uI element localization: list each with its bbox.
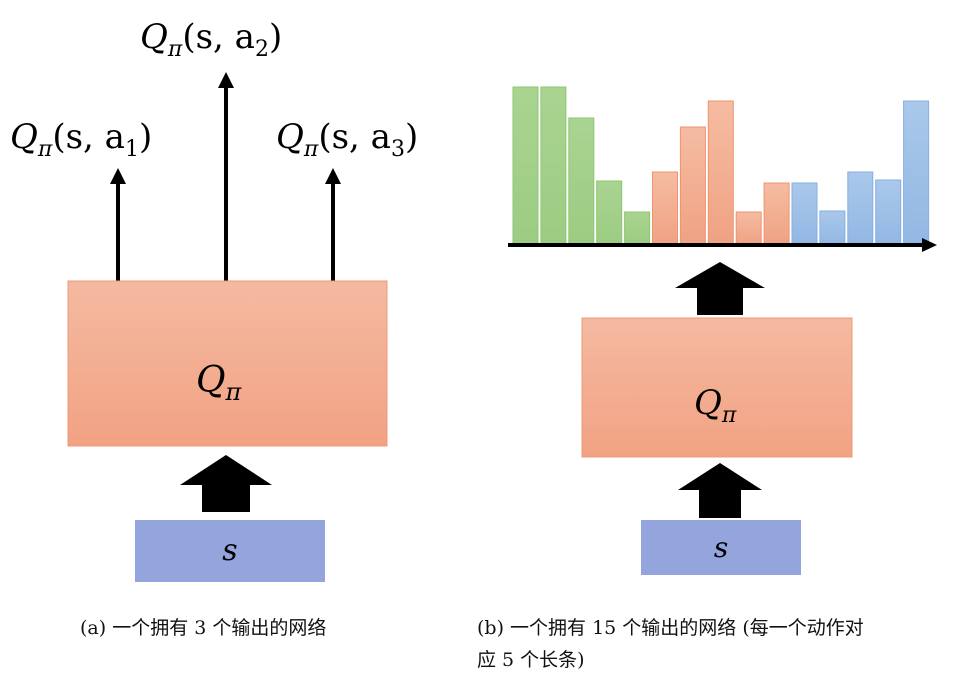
bar-blue-11 <box>791 182 818 245</box>
input-state-box <box>641 520 801 575</box>
bar-blue-15 <box>903 100 930 245</box>
output-arrow-icon <box>675 262 765 315</box>
bar-orange-7 <box>679 126 706 245</box>
bar-blue-13 <box>847 171 874 245</box>
caption-b-line1: (b) 一个拥有 15 个输出的网络 (每一个动作对 <box>477 617 864 639</box>
bar-orange-6 <box>652 171 678 245</box>
bar-orange-9 <box>735 211 762 245</box>
network-label: Qπ <box>196 360 243 406</box>
network-label: Qπ <box>694 383 737 428</box>
bar-green-4 <box>596 180 623 245</box>
output-label-2: Qπ(s, a2) <box>140 17 282 62</box>
output-label-3: Qπ(s, a3) <box>276 117 418 162</box>
bar-green-1 <box>512 86 539 245</box>
bar-green-5 <box>624 211 651 245</box>
caption-b-line2: 应 5 个长条) <box>477 649 585 671</box>
q-network-box <box>581 317 853 458</box>
x-axis-arrow <box>508 238 937 252</box>
bar-blue-14 <box>875 179 902 245</box>
bar-orange-8 <box>707 100 734 245</box>
input-state-box <box>135 520 325 582</box>
panel-a: Qπ(s, a1) Qπ(s, a2) Qπ(s, a3) Qπ s <box>10 17 418 582</box>
output-bars <box>512 86 930 245</box>
bar-blue-12 <box>819 210 846 245</box>
output-arrow-1 <box>110 168 126 281</box>
q-network-box <box>67 280 388 447</box>
bar-green-3 <box>568 117 595 245</box>
output-arrow-2 <box>218 72 234 281</box>
bar-green-2 <box>540 86 567 245</box>
panel-b: Qπ s <box>508 86 937 575</box>
output-arrow-3 <box>325 168 341 281</box>
output-label-1: Qπ(s, a1) <box>10 117 152 162</box>
input-label: s <box>222 533 237 568</box>
caption-a: (a) 一个拥有 3 个输出的网络 <box>80 617 327 639</box>
bar-orange-10 <box>763 182 790 245</box>
input-label: s <box>714 531 728 564</box>
input-arrow-icon <box>678 463 762 518</box>
input-arrow-icon <box>180 455 272 512</box>
